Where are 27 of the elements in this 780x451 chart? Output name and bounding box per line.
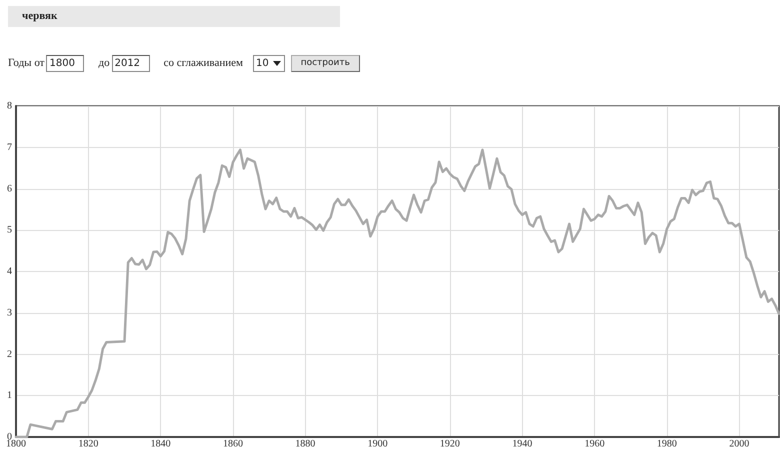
dropdown-field: 10 bbox=[252, 54, 285, 72]
x-tick-label: 1880 bbox=[295, 438, 316, 450]
x-tick-label: 1940 bbox=[512, 438, 532, 450]
x-tick-label: 1860 bbox=[222, 438, 243, 450]
y-tick-label: 2 bbox=[7, 348, 12, 360]
text-field: 2012 bbox=[112, 54, 150, 72]
x-tick-label: 1960 bbox=[584, 438, 605, 450]
text: со сглаживанием bbox=[164, 57, 243, 69]
text: Годы от bbox=[8, 57, 44, 69]
x-tick-label: 2000 bbox=[729, 438, 750, 450]
y-tick-label: 7 bbox=[7, 142, 12, 153]
x-tick-label: 1840 bbox=[150, 438, 171, 450]
chart-title: червяк bbox=[22, 10, 58, 22]
y-tick-label: 1 bbox=[7, 390, 12, 402]
text: до bbox=[98, 57, 110, 69]
y-tick-label: 8 bbox=[7, 100, 12, 112]
x-tick-label: 1820 bbox=[78, 438, 98, 450]
y-tick-label: 3 bbox=[7, 307, 12, 318]
y-tick-label: 4 bbox=[7, 266, 12, 277]
button: построить bbox=[290, 54, 360, 72]
y-tick-label: 5 bbox=[7, 224, 12, 236]
x-tick-label: 1800 bbox=[6, 438, 26, 450]
x-tick-label: 1900 bbox=[368, 438, 388, 450]
y-tick-label: 6 bbox=[7, 183, 12, 194]
x-tick-label: 1920 bbox=[440, 438, 460, 450]
x-tick-label: 1980 bbox=[656, 438, 677, 450]
text-field: 1800 bbox=[46, 54, 84, 72]
